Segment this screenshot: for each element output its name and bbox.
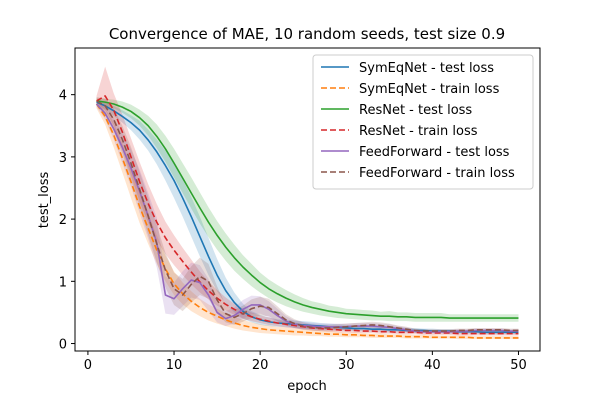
y-axis-ticks: 0 1 2 3 4 bbox=[59, 89, 75, 353]
legend: SymEqNet - test loss SymEqNet - train los… bbox=[312, 54, 534, 190]
x-axis-ticks: 0 10 20 30 40 50 bbox=[84, 351, 527, 373]
band-feedforward-train-loss bbox=[96, 97, 519, 333]
band-feedforward-test-loss bbox=[96, 100, 519, 334]
chart-title: Convergence of MAE, 10 random seeds, tes… bbox=[109, 25, 505, 43]
x-tick-label: 50 bbox=[510, 358, 527, 373]
legend-label: FeedForward - train loss bbox=[359, 166, 515, 181]
y-tick-label: 4 bbox=[59, 89, 67, 104]
legend-label: ResNet - train loss bbox=[359, 124, 478, 139]
y-tick-label: 1 bbox=[59, 275, 67, 290]
x-tick-label: 20 bbox=[252, 358, 269, 373]
series-lines bbox=[95, 95, 519, 339]
legend-label: ResNet - test loss bbox=[359, 103, 472, 118]
x-tick-label: 40 bbox=[424, 358, 441, 373]
y-tick-label: 2 bbox=[59, 213, 67, 228]
confidence-bands bbox=[96, 66, 519, 340]
line-feedforward-train-loss bbox=[96, 100, 519, 332]
y-tick-label: 3 bbox=[59, 151, 67, 166]
x-tick-label: 30 bbox=[338, 358, 355, 373]
legend-label: SymEqNet - train loss bbox=[359, 82, 500, 97]
x-tick-label: 0 bbox=[84, 358, 92, 373]
legend-box bbox=[312, 54, 534, 190]
x-tick-label: 10 bbox=[166, 358, 183, 373]
x-axis-label: epoch bbox=[287, 379, 327, 394]
legend-label: FeedForward - test loss bbox=[359, 145, 510, 160]
line-symeqnet-train-loss bbox=[95, 103, 519, 339]
y-axis-label: test_loss bbox=[37, 171, 52, 228]
legend-label: SymEqNet - test loss bbox=[359, 61, 494, 76]
y-tick-label: 0 bbox=[59, 338, 67, 353]
band-symeqnet-test-loss bbox=[96, 99, 519, 335]
line-feedforward-test-loss bbox=[95, 103, 519, 333]
plot-frame bbox=[74, 47, 541, 352]
line-resnet-train-loss bbox=[96, 95, 519, 335]
band-resnet-test-loss bbox=[96, 98, 519, 322]
line-resnet-test-loss bbox=[96, 100, 519, 319]
